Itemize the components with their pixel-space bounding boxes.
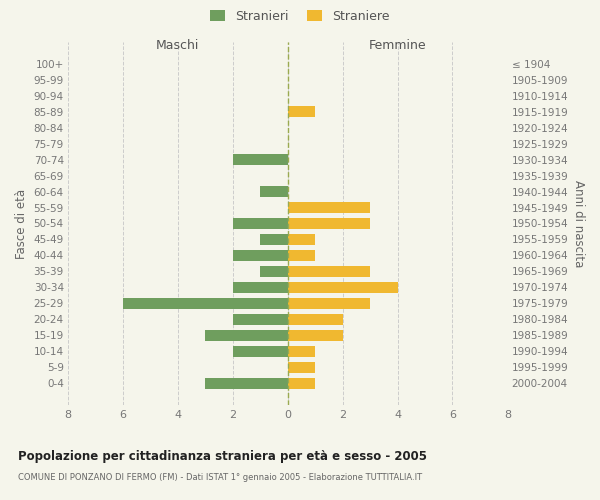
Bar [233,250,287,260]
Bar [287,330,343,340]
Bar [287,266,370,276]
Bar [287,234,315,244]
Bar [287,106,315,117]
Bar [287,362,315,372]
Bar [233,314,287,324]
Text: Femmine: Femmine [369,40,427,52]
Legend: Stranieri, Straniere: Stranieri, Straniere [206,6,394,26]
Bar [123,298,287,308]
Bar [205,378,287,388]
Bar [233,346,287,356]
Text: COMUNE DI PONZANO DI FERMO (FM) - Dati ISTAT 1° gennaio 2005 - Elaborazione TUTT: COMUNE DI PONZANO DI FERMO (FM) - Dati I… [18,472,422,482]
Bar [287,314,343,324]
Bar [287,282,398,292]
Bar [205,330,287,340]
Bar [233,218,287,228]
Text: Popolazione per cittadinanza straniera per età e sesso - 2005: Popolazione per cittadinanza straniera p… [18,450,427,463]
Bar [260,266,287,276]
Bar [287,378,315,388]
Bar [233,282,287,292]
Text: Maschi: Maschi [156,40,200,52]
Bar [287,298,370,308]
Bar [260,234,287,244]
Y-axis label: Anni di nascita: Anni di nascita [572,180,585,267]
Bar [287,202,370,212]
Bar [287,250,315,260]
Bar [233,154,287,164]
Y-axis label: Fasce di età: Fasce di età [15,188,28,258]
Bar [260,186,287,196]
Bar [287,218,370,228]
Bar [287,346,315,356]
